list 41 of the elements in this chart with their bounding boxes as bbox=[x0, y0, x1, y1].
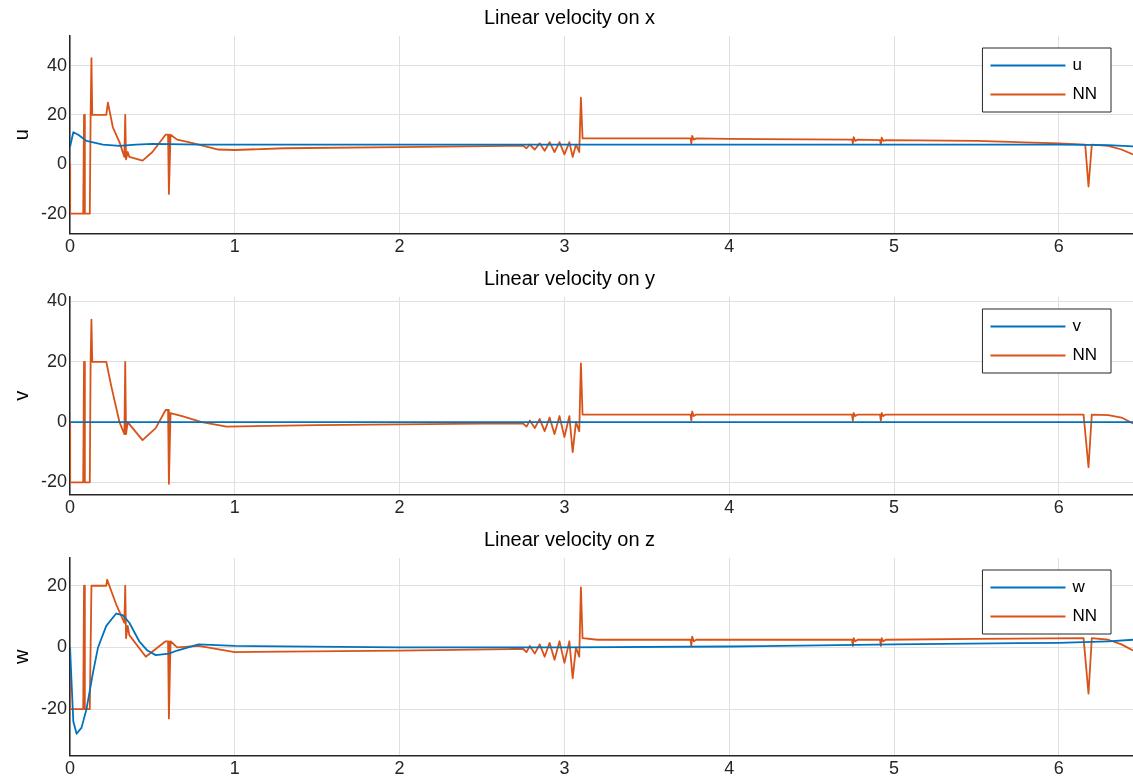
y-tick-label: 20 bbox=[46, 574, 68, 595]
legend-label: NN bbox=[1072, 606, 1098, 626]
y-tick-label: -20 bbox=[41, 202, 68, 223]
y-tick-label: -20 bbox=[41, 471, 68, 492]
x-tick-label: 1 bbox=[229, 236, 240, 257]
x-tick-label: 3 bbox=[559, 497, 570, 518]
legend-label: v bbox=[1072, 316, 1082, 336]
y-axis-title: w bbox=[9, 648, 32, 665]
legend-label: NN bbox=[1072, 345, 1098, 365]
x-tick-label: 6 bbox=[1053, 236, 1064, 257]
y-tick-label: 0 bbox=[57, 636, 68, 657]
x-tick-label: 4 bbox=[724, 236, 735, 257]
legend-label: u bbox=[1072, 55, 1082, 75]
y-axis-title: u bbox=[9, 129, 32, 141]
y-tick-label: 40 bbox=[46, 54, 68, 75]
x-tick-label: 4 bbox=[724, 497, 735, 518]
x-tick-label: 6 bbox=[1053, 497, 1064, 518]
x-tick-label: 1 bbox=[229, 497, 240, 518]
legend-label: w bbox=[1071, 577, 1086, 597]
x-tick-label: 4 bbox=[724, 758, 735, 779]
chart-title: Linear velocity on x bbox=[483, 5, 656, 28]
x-tick-label: 6 bbox=[1053, 758, 1064, 779]
y-tick-label: 40 bbox=[46, 290, 68, 311]
chart-title: Linear velocity on y bbox=[483, 266, 656, 289]
x-tick-label: 3 bbox=[559, 758, 570, 779]
x-tick-label: 1 bbox=[229, 758, 240, 779]
y-tick-label: 0 bbox=[57, 411, 68, 432]
y-axis-title: v bbox=[9, 390, 32, 401]
x-tick-label: 2 bbox=[394, 758, 405, 779]
y-tick-label: -20 bbox=[41, 698, 68, 719]
y-tick-label: 20 bbox=[46, 350, 68, 371]
chart-title: Linear velocity on z bbox=[483, 527, 656, 550]
legend-label: NN bbox=[1072, 84, 1098, 104]
y-tick-label: 20 bbox=[46, 103, 68, 124]
x-tick-label: 5 bbox=[889, 236, 900, 257]
x-tick-label: 3 bbox=[559, 236, 570, 257]
x-tick-label: 5 bbox=[889, 497, 900, 518]
y-tick-label: 0 bbox=[57, 153, 68, 174]
x-tick-label: 2 bbox=[394, 236, 405, 257]
x-tick-label: 2 bbox=[394, 497, 405, 518]
x-tick-label: 5 bbox=[889, 758, 900, 779]
